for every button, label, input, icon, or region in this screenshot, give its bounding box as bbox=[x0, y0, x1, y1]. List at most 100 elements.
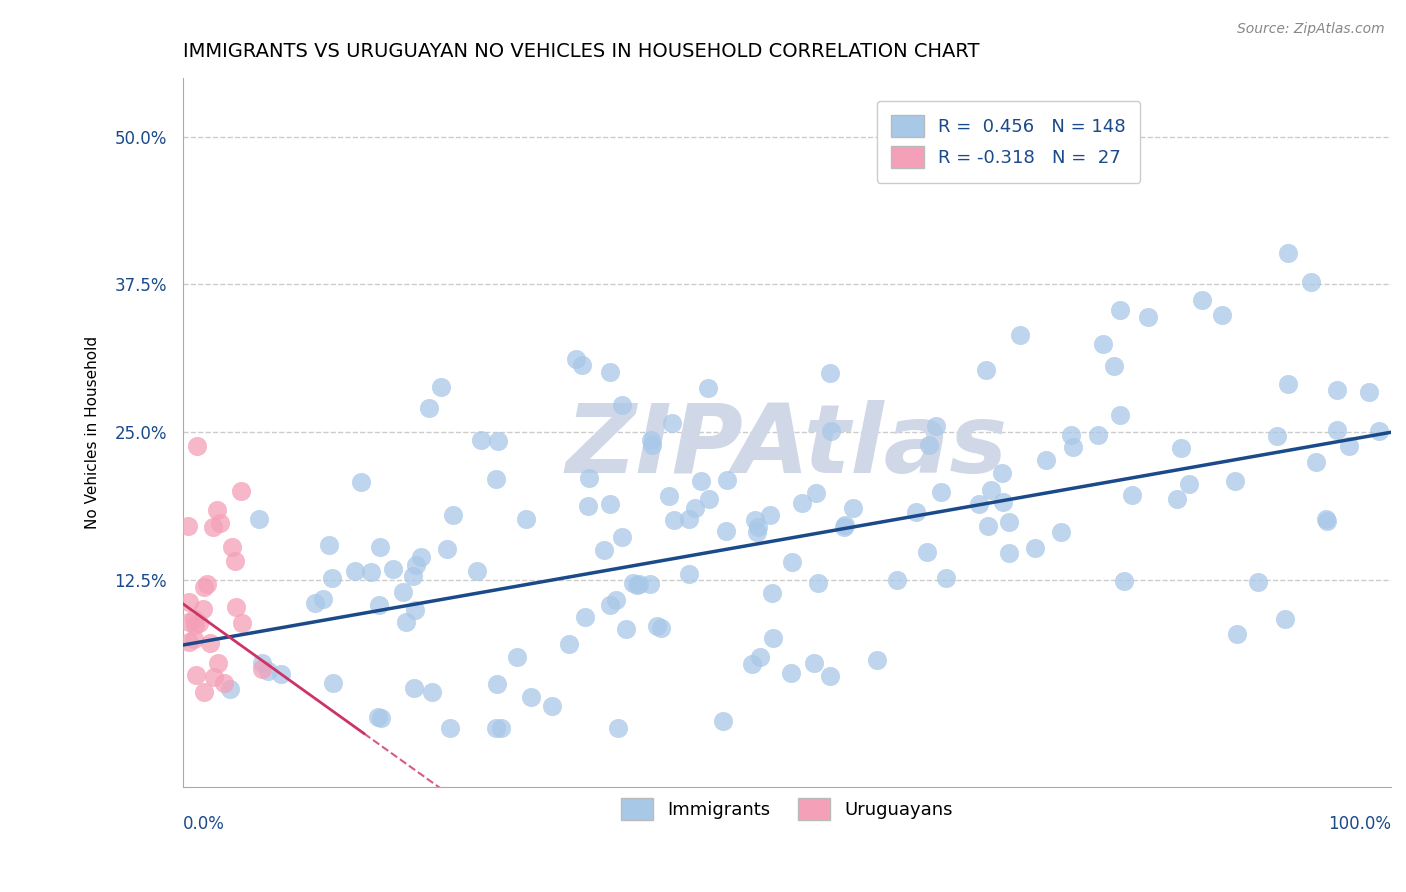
Point bbox=[360, 565, 382, 579]
Point bbox=[1247, 574, 1270, 589]
Point bbox=[370, 540, 392, 554]
Point bbox=[484, 472, 506, 486]
Point bbox=[650, 621, 672, 635]
Point bbox=[1109, 303, 1132, 318]
Text: 0.0%: 0.0% bbox=[183, 815, 225, 833]
Point bbox=[409, 549, 432, 564]
Point bbox=[187, 615, 209, 630]
Point bbox=[759, 508, 782, 523]
Point bbox=[614, 622, 637, 636]
Point bbox=[599, 497, 621, 511]
Point bbox=[697, 381, 720, 395]
Point bbox=[1091, 336, 1114, 351]
Point bbox=[321, 571, 343, 585]
Point bbox=[678, 566, 700, 581]
Point bbox=[713, 714, 735, 728]
Point bbox=[790, 496, 813, 510]
Point bbox=[1050, 524, 1073, 539]
Text: ZIPAtlas: ZIPAtlas bbox=[565, 400, 1008, 493]
Point bbox=[1267, 429, 1289, 443]
Point bbox=[820, 424, 842, 438]
Point bbox=[207, 656, 229, 670]
Point bbox=[645, 619, 668, 633]
Point bbox=[866, 653, 889, 667]
Point bbox=[744, 513, 766, 527]
Point bbox=[1305, 455, 1327, 469]
Point bbox=[179, 595, 201, 609]
Point bbox=[834, 518, 856, 533]
Point bbox=[1008, 328, 1031, 343]
Point bbox=[998, 515, 1021, 529]
Point bbox=[599, 599, 621, 613]
Point bbox=[350, 475, 373, 489]
Point bbox=[1358, 384, 1381, 399]
Point bbox=[229, 484, 252, 499]
Point bbox=[1316, 514, 1339, 528]
Point bbox=[842, 500, 865, 515]
Point bbox=[1112, 574, 1135, 588]
Point bbox=[489, 721, 512, 735]
Point bbox=[605, 592, 627, 607]
Point bbox=[1062, 440, 1084, 454]
Point bbox=[699, 492, 721, 507]
Point bbox=[420, 685, 443, 699]
Point bbox=[184, 618, 207, 632]
Point bbox=[392, 584, 415, 599]
Point bbox=[1170, 442, 1192, 456]
Point bbox=[780, 666, 803, 681]
Text: Source: ZipAtlas.com: Source: ZipAtlas.com bbox=[1237, 22, 1385, 37]
Point bbox=[184, 667, 207, 681]
Point bbox=[439, 721, 461, 735]
Point bbox=[564, 352, 586, 367]
Point bbox=[658, 489, 681, 503]
Point bbox=[1035, 453, 1057, 467]
Point bbox=[404, 603, 426, 617]
Point bbox=[803, 656, 825, 670]
Point bbox=[405, 558, 427, 573]
Point bbox=[626, 577, 648, 591]
Point bbox=[918, 438, 941, 452]
Point bbox=[762, 631, 785, 645]
Point bbox=[370, 711, 392, 725]
Point bbox=[1108, 408, 1130, 422]
Point bbox=[974, 363, 997, 377]
Point bbox=[304, 596, 326, 610]
Text: IMMIGRANTS VS URUGUAYAN NO VEHICLES IN HOUSEHOLD CORRELATION CHART: IMMIGRANTS VS URUGUAYAN NO VEHICLES IN H… bbox=[183, 42, 980, 61]
Point bbox=[247, 512, 270, 526]
Point bbox=[404, 681, 426, 695]
Point bbox=[212, 676, 235, 690]
Point bbox=[761, 586, 783, 600]
Point bbox=[367, 710, 389, 724]
Point bbox=[505, 649, 527, 664]
Point bbox=[904, 504, 927, 518]
Point bbox=[780, 555, 803, 569]
Point bbox=[382, 562, 405, 576]
Point bbox=[1121, 488, 1143, 502]
Point bbox=[1326, 423, 1348, 437]
Point bbox=[395, 615, 418, 629]
Y-axis label: No Vehicles in Household: No Vehicles in Household bbox=[86, 335, 100, 529]
Point bbox=[557, 637, 579, 651]
Point bbox=[623, 575, 645, 590]
Point bbox=[935, 571, 957, 585]
Point bbox=[820, 366, 842, 380]
Point bbox=[1102, 359, 1125, 373]
Point bbox=[915, 544, 938, 558]
Point bbox=[205, 503, 228, 517]
Point bbox=[574, 610, 596, 624]
Point bbox=[318, 538, 340, 552]
Point bbox=[198, 636, 221, 650]
Point bbox=[599, 365, 621, 379]
Point bbox=[224, 553, 246, 567]
Point bbox=[690, 474, 713, 488]
Point bbox=[991, 466, 1014, 480]
Point bbox=[832, 520, 855, 534]
Point bbox=[747, 519, 769, 533]
Point bbox=[519, 690, 541, 704]
Point bbox=[470, 433, 492, 447]
Point bbox=[804, 485, 827, 500]
Point bbox=[465, 564, 488, 578]
Point bbox=[441, 508, 464, 522]
Point bbox=[225, 600, 247, 615]
Point bbox=[578, 471, 600, 485]
